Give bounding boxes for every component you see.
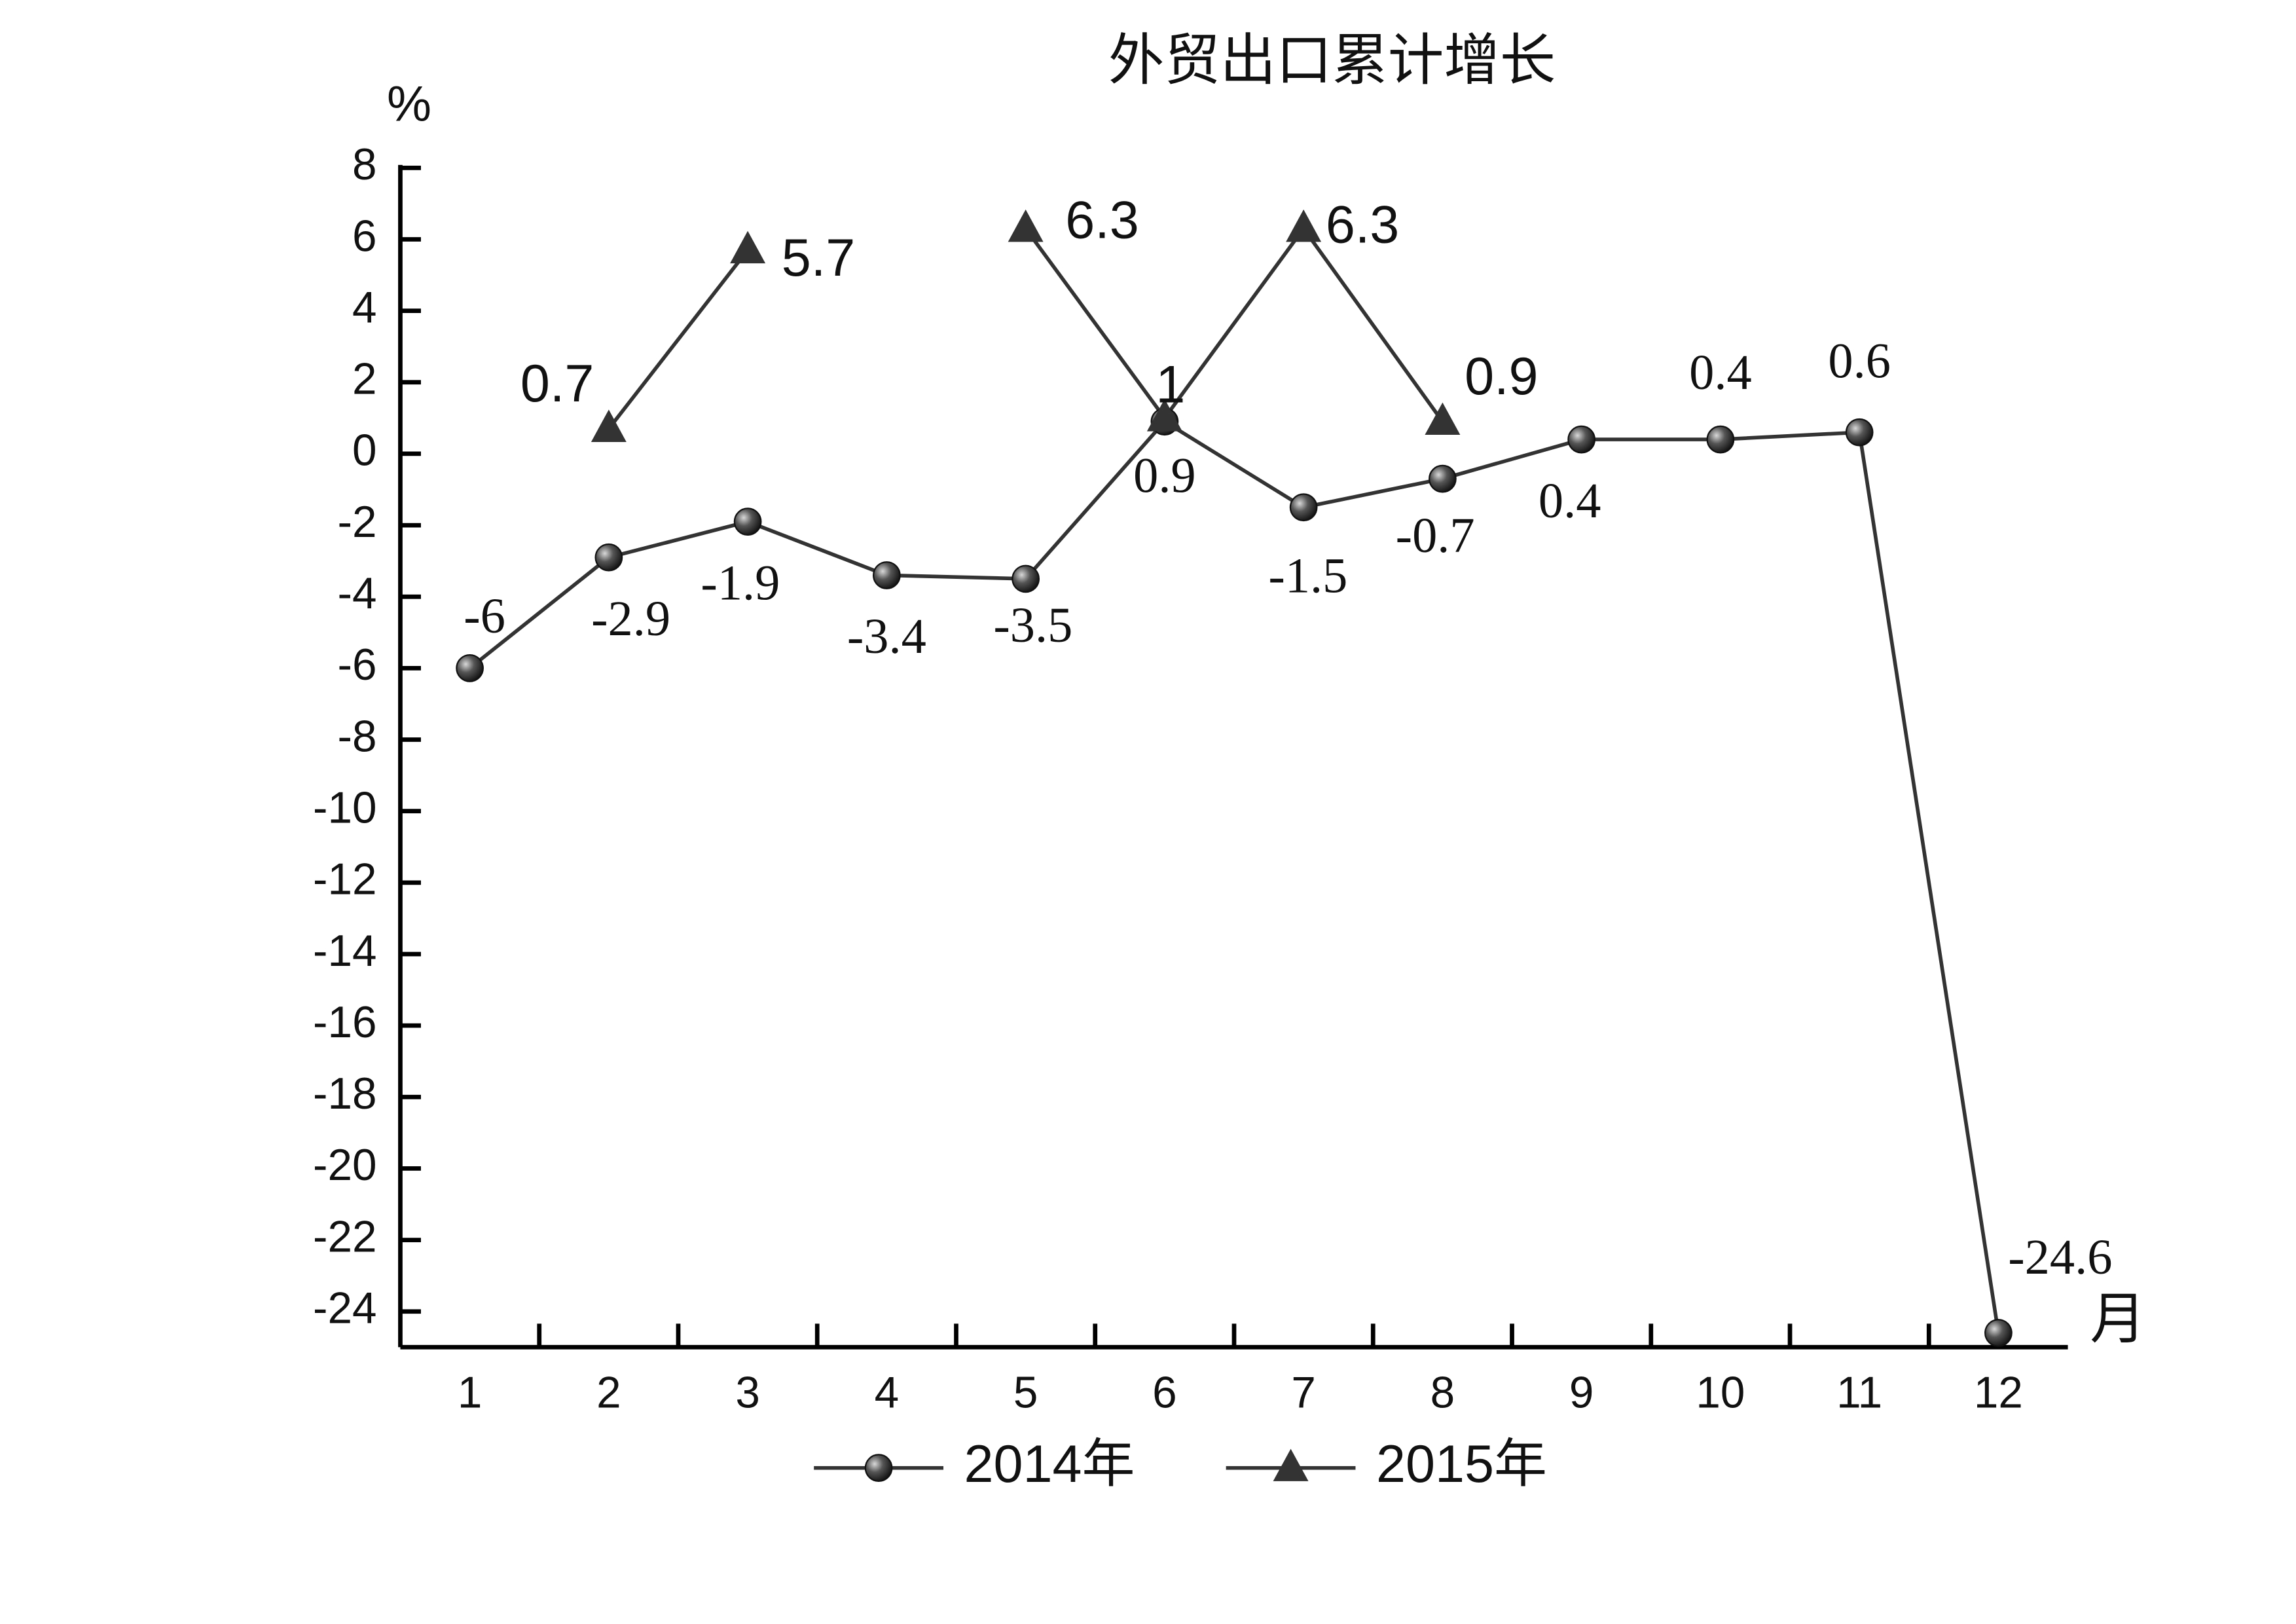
data-label: 5.7 bbox=[782, 229, 855, 287]
y-tick-label: -8 bbox=[338, 712, 377, 761]
y-tick-label: 6 bbox=[352, 212, 377, 261]
data-label: -2.9 bbox=[591, 591, 670, 646]
legend-label: 2014年 bbox=[964, 1435, 1135, 1494]
series-line bbox=[607, 225, 1444, 430]
data-label: -1.9 bbox=[701, 555, 780, 610]
y-tick-label: -18 bbox=[313, 1069, 376, 1118]
data-label: 0.9 bbox=[1133, 447, 1196, 503]
data-point bbox=[1845, 418, 1874, 447]
data-label: 0.4 bbox=[1689, 344, 1752, 400]
data-point bbox=[456, 654, 484, 682]
legend-marker bbox=[1273, 1449, 1309, 1481]
y-axis-unit: % bbox=[387, 76, 431, 132]
y-tick-label: 2 bbox=[352, 355, 377, 404]
chart-title: 外贸出口累计增长 bbox=[1108, 30, 1556, 92]
data-point bbox=[1706, 425, 1735, 454]
data-point bbox=[1286, 209, 1322, 242]
y-tick-label: -2 bbox=[338, 498, 377, 547]
legend-marker bbox=[864, 1454, 893, 1483]
y-tick-label: 8 bbox=[352, 140, 377, 189]
x-axis-unit: 月 bbox=[2090, 1289, 2145, 1350]
legend-label: 2015年 bbox=[1376, 1435, 1547, 1494]
x-tick-label: 10 bbox=[1696, 1368, 1745, 1417]
data-point bbox=[873, 561, 901, 589]
data-point bbox=[733, 507, 762, 536]
x-tick-label: 3 bbox=[735, 1368, 760, 1417]
data-label: 0.6 bbox=[1828, 333, 1891, 389]
series-line bbox=[468, 419, 2001, 1333]
x-tick-label: 6 bbox=[1152, 1368, 1177, 1417]
data-point bbox=[1425, 402, 1461, 435]
data-label: -3.4 bbox=[847, 608, 926, 664]
y-tick-label: -10 bbox=[313, 783, 376, 832]
data-label: 0.9 bbox=[1465, 347, 1538, 406]
data-label: 1 bbox=[1156, 356, 1185, 415]
y-tick-label: -14 bbox=[313, 927, 376, 976]
data-label: 0.7 bbox=[520, 354, 594, 413]
data-label: -3.5 bbox=[993, 597, 1072, 653]
data-label: -1.5 bbox=[1268, 548, 1347, 604]
data-label: 6.3 bbox=[1065, 191, 1139, 250]
data-label: -0.7 bbox=[1396, 507, 1475, 563]
x-tick-label: 9 bbox=[1569, 1368, 1594, 1417]
data-point bbox=[1289, 493, 1318, 522]
y-tick-label: -20 bbox=[313, 1141, 376, 1190]
x-tick-label: 8 bbox=[1430, 1368, 1455, 1417]
data-point bbox=[591, 409, 627, 442]
data-label: -24.6 bbox=[2008, 1229, 2112, 1285]
data-point bbox=[1008, 209, 1044, 242]
data-point bbox=[1429, 464, 1457, 493]
data-point bbox=[1011, 564, 1040, 593]
data-point bbox=[1146, 399, 1182, 432]
data-point bbox=[594, 543, 623, 572]
x-tick-label: 11 bbox=[1836, 1368, 1882, 1417]
x-tick-label: 12 bbox=[1974, 1368, 2023, 1417]
data-point bbox=[730, 231, 766, 264]
y-tick-label: -12 bbox=[313, 855, 376, 904]
y-tick-label: -16 bbox=[313, 998, 376, 1047]
data-label: 0.4 bbox=[1539, 473, 1601, 528]
x-tick-label: 5 bbox=[1013, 1368, 1038, 1417]
x-tick-label: 1 bbox=[458, 1368, 483, 1417]
y-tick-label: 4 bbox=[352, 283, 377, 332]
x-tick-label: 7 bbox=[1291, 1368, 1316, 1417]
y-tick-label: -6 bbox=[338, 640, 377, 690]
y-tick-label: 0 bbox=[352, 426, 377, 475]
y-tick-label: -4 bbox=[338, 569, 377, 618]
y-tick-label: -22 bbox=[313, 1212, 376, 1261]
data-label: 6.3 bbox=[1326, 195, 1399, 254]
data-label: -6 bbox=[464, 588, 505, 644]
x-tick-label: 2 bbox=[596, 1368, 621, 1417]
data-point bbox=[1984, 1319, 2013, 1347]
y-tick-label: -24 bbox=[313, 1284, 376, 1333]
data-point bbox=[1567, 425, 1596, 454]
x-tick-label: 4 bbox=[875, 1368, 900, 1417]
